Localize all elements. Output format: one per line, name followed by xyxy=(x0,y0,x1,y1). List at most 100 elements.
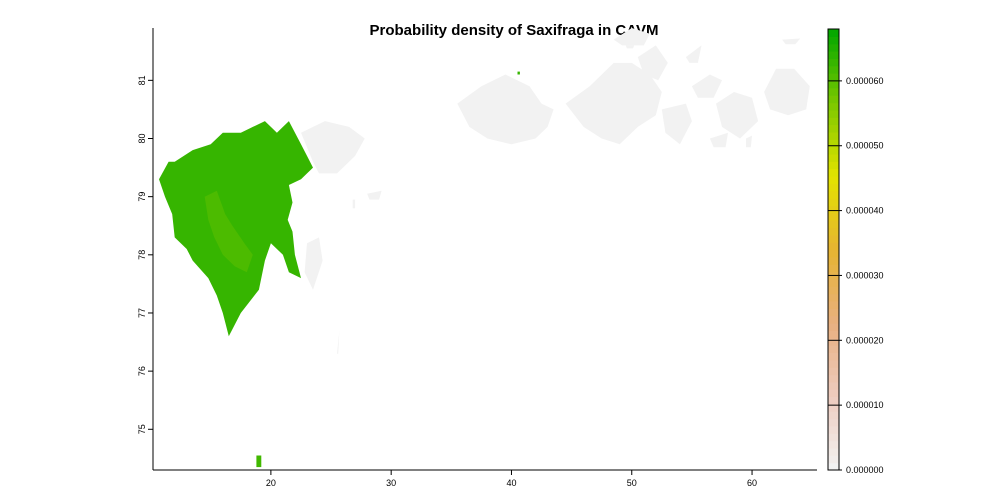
colorbar-segment xyxy=(828,278,839,287)
density-region xyxy=(204,190,253,273)
colorbar-segment xyxy=(828,286,839,295)
colorbar-segment xyxy=(828,109,839,118)
colorbar-segment xyxy=(828,212,839,221)
colorbar-tick-label: 0.000010 xyxy=(846,400,884,410)
colorbar-segment xyxy=(828,455,839,464)
colorbar-segment xyxy=(828,330,839,339)
colorbar-segment xyxy=(828,389,839,398)
no-density-region xyxy=(691,74,722,98)
y-tick-label: 81 xyxy=(137,75,147,85)
colorbar-segment xyxy=(828,198,839,206)
y-tick-label: 77 xyxy=(137,308,147,318)
colorbar-segment xyxy=(828,153,839,162)
no-density-region xyxy=(301,121,365,174)
colorbar-segment xyxy=(828,462,839,471)
colorbar-segment xyxy=(828,117,839,126)
y-tick-label: 76 xyxy=(137,366,147,376)
colorbar-segment xyxy=(828,65,839,74)
colorbar-segment xyxy=(828,433,839,442)
colorbar-tick-label: 0.000040 xyxy=(846,206,884,216)
colorbar-segment xyxy=(828,102,839,111)
density-region xyxy=(517,71,520,75)
no-density-region xyxy=(637,45,668,81)
colorbar-segment xyxy=(828,374,839,383)
colorbar-segment xyxy=(828,131,839,140)
colorbar-segment xyxy=(828,205,839,214)
colorbar-tick-label: 0.000030 xyxy=(846,270,884,280)
plot-axes: 20 30 40 50 60 75 76 77 78 79 80 81 xyxy=(137,28,817,488)
colorbar-segment xyxy=(828,425,839,434)
no-density-region xyxy=(337,330,340,354)
map-regions xyxy=(159,28,810,468)
colorbar-segment xyxy=(828,396,839,405)
colorbar-segment xyxy=(828,51,839,59)
colorbar-segment xyxy=(828,168,839,177)
colorbar-segment xyxy=(828,447,839,456)
no-density-region xyxy=(716,92,759,139)
y-tick-label: 79 xyxy=(137,192,147,202)
x-tick-label: 30 xyxy=(386,478,396,488)
colorbar-segment xyxy=(828,256,839,265)
colorbar-segment xyxy=(828,43,839,52)
colorbar-segment xyxy=(828,359,839,368)
colorbar-segment xyxy=(828,300,839,309)
no-density-region xyxy=(685,45,702,63)
no-density-region xyxy=(661,103,692,145)
x-tick-label: 60 xyxy=(747,478,757,488)
colorbar-segment xyxy=(828,227,839,236)
no-density-region xyxy=(764,68,810,116)
colorbar-segment xyxy=(828,220,839,229)
colorbar-segment xyxy=(828,139,839,148)
no-density-region xyxy=(613,28,650,46)
colorbar-tick-label: 0.000020 xyxy=(846,335,884,345)
no-density-region xyxy=(565,62,662,145)
colorbar-segment xyxy=(828,403,839,412)
colorbar-segment xyxy=(828,249,839,258)
colorbar-segment xyxy=(828,337,839,346)
no-density-region xyxy=(709,132,728,148)
no-density-region xyxy=(304,237,323,290)
colorbar-segment xyxy=(828,161,839,170)
y-tick-label: 78 xyxy=(137,250,147,260)
colorbar-segment xyxy=(828,315,839,324)
y-tick-label: 80 xyxy=(137,133,147,143)
colorbar-segment xyxy=(828,146,839,155)
colorbar-segment xyxy=(828,381,839,390)
colorbar-segment xyxy=(828,418,839,427)
no-density-region xyxy=(367,190,382,200)
colorbar-segment xyxy=(828,58,839,67)
colorbar-segment xyxy=(828,190,839,199)
x-tick-label: 40 xyxy=(506,478,516,488)
density-region xyxy=(256,455,262,468)
colorbar-segment xyxy=(828,87,839,96)
colorbar-segment xyxy=(828,293,839,302)
no-density-region xyxy=(782,38,801,45)
colorbar-segment xyxy=(828,352,839,361)
colorbar-segment xyxy=(828,176,839,184)
colorbar-segment xyxy=(828,345,839,353)
colorbar-tick-label: 0.000060 xyxy=(846,76,884,86)
colorbar-segment xyxy=(828,367,839,376)
colorbar-segment xyxy=(828,440,839,449)
colorbar-segment xyxy=(828,80,839,89)
colorbar-segment xyxy=(828,264,839,273)
density-region xyxy=(159,121,313,337)
colorbar-segment xyxy=(828,323,839,331)
no-density-region xyxy=(746,135,752,148)
colorbar-segment xyxy=(828,308,839,317)
chart-title: Probability density of Saxifraga in CAVM xyxy=(370,22,659,39)
colorbar-segment xyxy=(828,242,839,251)
colorbar-segment xyxy=(828,36,839,45)
y-tick-label: 75 xyxy=(137,424,147,434)
colorbar-segment xyxy=(828,95,839,104)
x-tick-label: 20 xyxy=(266,478,276,488)
colorbar-segment xyxy=(828,183,839,192)
x-tick-label: 50 xyxy=(627,478,637,488)
colorbar-segment xyxy=(828,73,839,82)
no-density-region xyxy=(457,74,554,145)
colorbar-tick-label: 0.000050 xyxy=(846,141,884,151)
colorbar-tick-label: 0.000000 xyxy=(846,465,884,475)
colorbar-legend: 0.000000 0.000010 0.000020 0.000030 0.000040… xyxy=(827,28,884,475)
colorbar-segment xyxy=(828,411,839,420)
